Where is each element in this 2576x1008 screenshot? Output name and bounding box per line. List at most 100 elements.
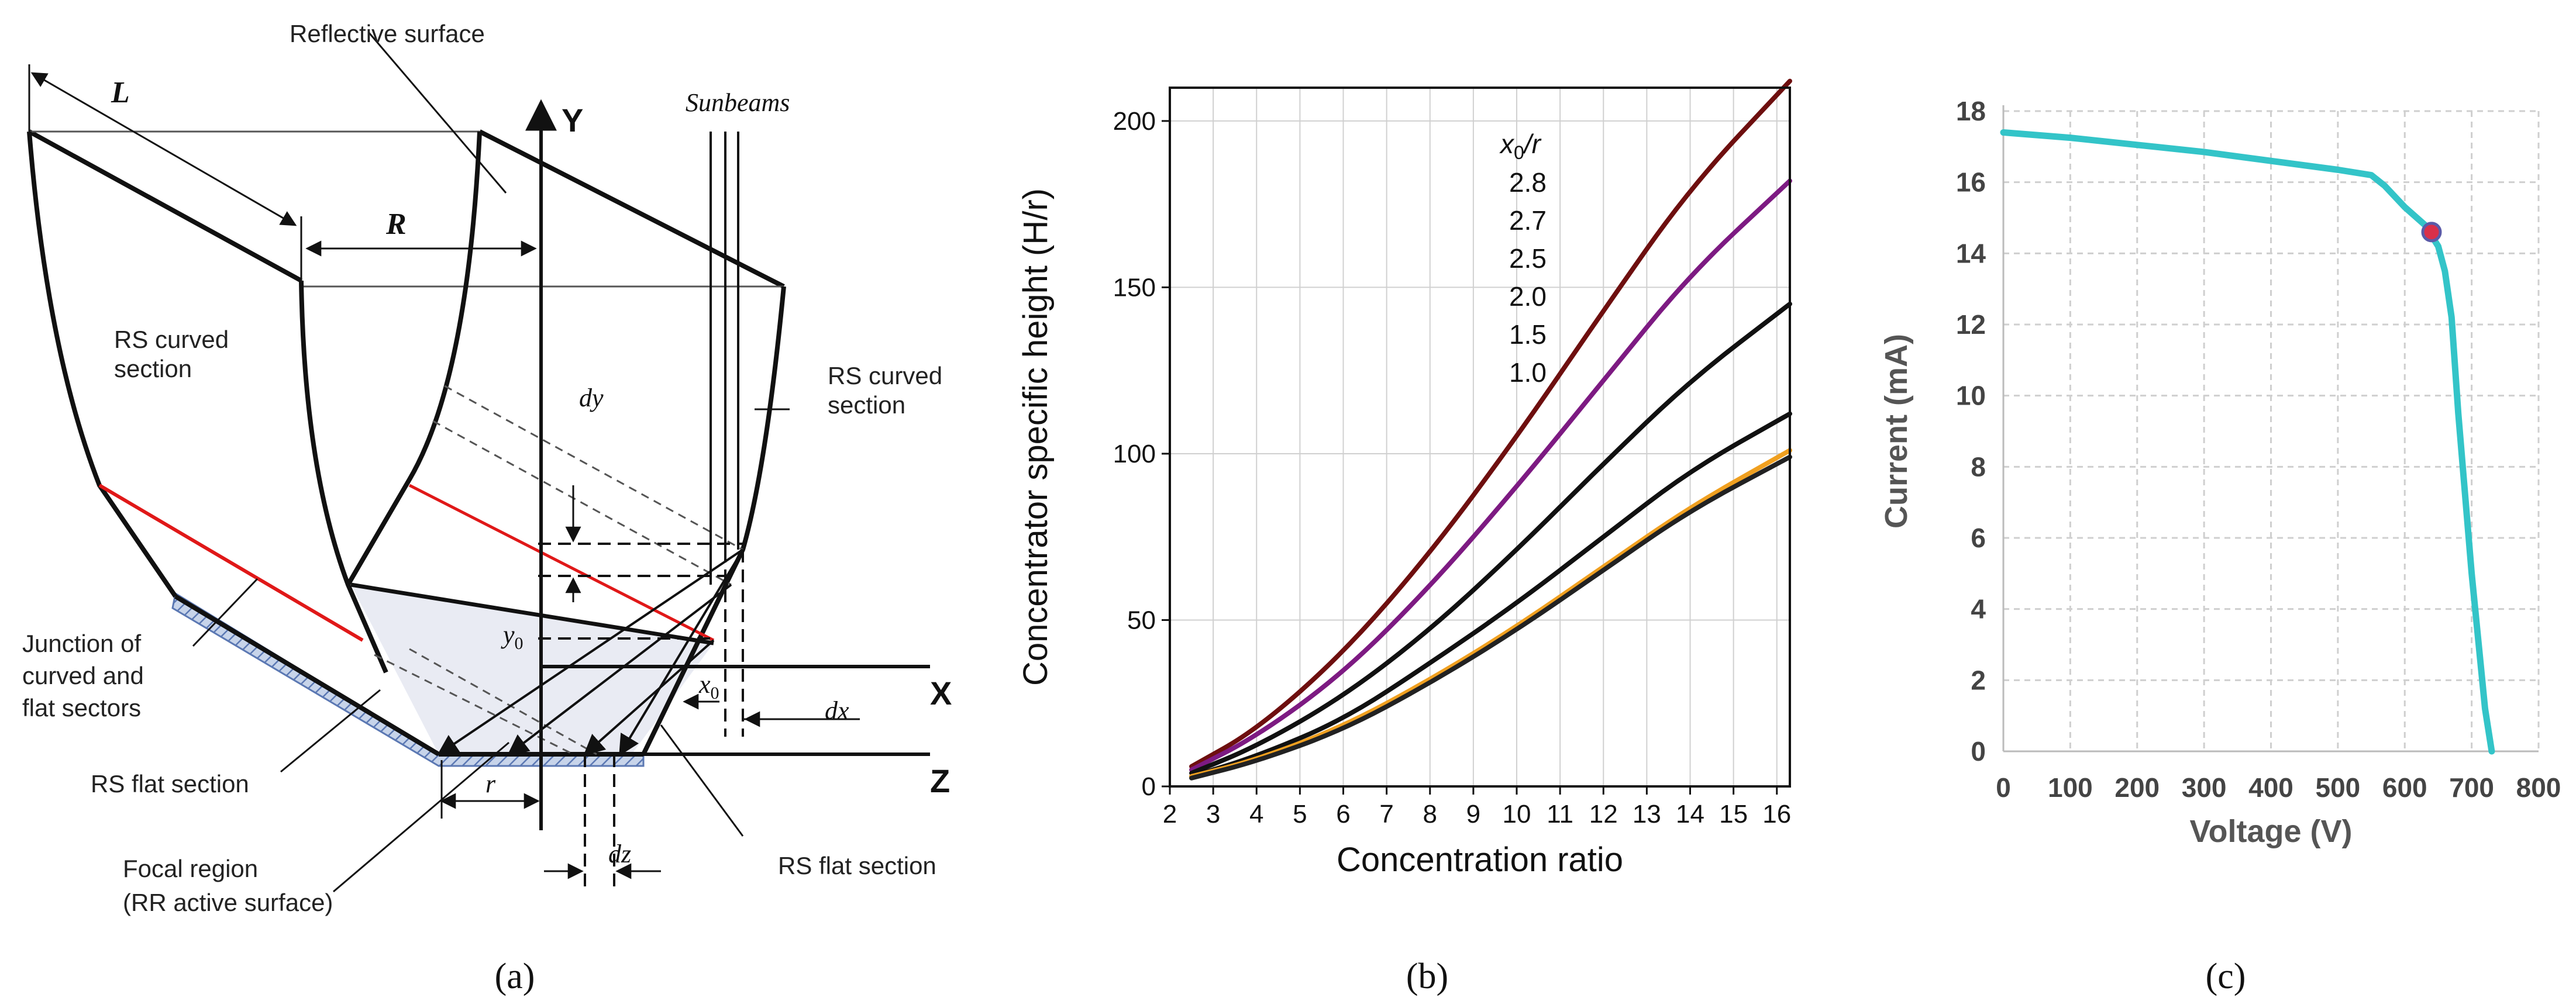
c-xtick-label-400: 400 (2248, 772, 2293, 803)
label-dy: dy (579, 384, 604, 412)
chart-c-axes (2002, 105, 2539, 752)
legend-entry-2.7: 2.7 (1509, 205, 1547, 236)
L-dimension-arrow (30, 72, 297, 226)
inner-flat-edge (350, 582, 714, 645)
b-series-line-2.7 (1189, 178, 1792, 772)
bottom-left-flat-edge (174, 594, 440, 757)
top-left-edge (28, 129, 302, 283)
legend-entry-1.5: 1.5 (1509, 319, 1547, 350)
c-max-power-point (2421, 222, 2442, 243)
b-xtick-label-6: 6 (1336, 800, 1350, 829)
c-xtick-label-0: 0 (1996, 772, 2011, 803)
b-ytick-label-150: 150 (1113, 273, 1156, 302)
legend-title: x0/r (1499, 129, 1542, 163)
panel-a-concentrator-diagram: Reflective surface RS curved section RS … (22, 20, 952, 996)
c-xtick-label-800: 800 (2516, 772, 2561, 803)
b-xtick-label-4: 4 (1249, 800, 1263, 829)
c-xtick-label-700: 700 (2449, 772, 2494, 803)
leader-lines (192, 32, 790, 893)
b-ytick-label-100: 100 (1113, 440, 1156, 468)
b-xtick-label-8: 8 (1423, 800, 1437, 829)
label-dx: dx (825, 696, 849, 725)
right-curved-profile (641, 286, 786, 755)
label-rs-curved-right-2: section (828, 391, 905, 419)
label-x0: x0 (698, 670, 719, 703)
b-xtick-label-3: 3 (1206, 800, 1220, 829)
c-ytick-label-14: 14 (1956, 238, 1986, 268)
reflected-rays (437, 548, 744, 757)
c-iv-curve (2000, 129, 2495, 755)
label-L: L (111, 76, 130, 109)
panel-c-iv-chart: 0 100 200 300 400 500 600 700 800 0 2 4 6 8 10 12 14 16 18… (1879, 96, 2561, 996)
label-rs-flat-right: RS flat section (778, 852, 936, 879)
red-junction-line-right (408, 484, 715, 642)
c-xtick-label-100: 100 (2048, 772, 2093, 803)
b-series-line-2.5 (1189, 301, 1792, 776)
label-dz: dz (608, 840, 631, 868)
chart-b-series (1189, 78, 1792, 781)
b-series-line-1.5 (1189, 448, 1792, 779)
red-junction-line-left (98, 484, 364, 642)
middle-curved-profile (346, 131, 482, 586)
chart-b-axes (1162, 87, 1791, 795)
label-rs-curved-left-1: RS curved (114, 326, 229, 353)
panel-b-height-chart: 2 3 4 5 6 7 8 9 10 11 12 13 14 15 16 0 50 100 150 200 Conce… (1017, 78, 1792, 996)
c-ytick-label-0: 0 (1971, 736, 1986, 767)
label-junction-2: curved and (22, 662, 144, 689)
b-xtick-label-16: 16 (1762, 800, 1791, 829)
left-inner-profile (299, 280, 388, 674)
chart-b-legend: x0/r 2.8 2.7 2.5 2.0 1.5 1.0 (1499, 129, 1547, 388)
panel-a-italic-labels: Sunbeams dy dx dz r y0 x0 (485, 88, 849, 868)
label-Y-axis: Y (562, 102, 583, 139)
b-series-line-2.8 (1189, 78, 1792, 769)
chart-b-y-axis-label: Concentrator specific height (H/r) (1017, 188, 1055, 686)
chart-b-x-axis-label: Concentration ratio (1337, 841, 1623, 879)
c-ytick-label-6: 6 (1971, 523, 1986, 553)
b-xtick-label-15: 15 (1719, 800, 1748, 829)
c-ytick-label-18: 18 (1956, 96, 1986, 126)
label-X-axis: X (930, 675, 952, 712)
legend-entry-1.0: 1.0 (1509, 357, 1547, 388)
c-xtick-label-200: 200 (2114, 772, 2160, 803)
panel-a-dimension-labels: L R (111, 76, 407, 241)
caption-b: (b) (1406, 957, 1448, 996)
label-focal-2: (RR active surface) (123, 889, 333, 916)
flat-section-fill (351, 585, 714, 754)
b-ytick-label-50: 50 (1127, 606, 1156, 634)
c-xtick-label-600: 600 (2382, 772, 2427, 803)
c-ytick-label-8: 8 (1971, 451, 1986, 482)
b-series-line-1.0 (1189, 454, 1792, 781)
c-ytick-label-12: 12 (1956, 309, 1986, 340)
label-rs-flat-left: RS flat section (91, 770, 249, 798)
label-r: r (485, 769, 496, 798)
b-xtick-label-10: 10 (1503, 800, 1531, 829)
legend-entry-2.8: 2.8 (1509, 167, 1547, 198)
top-right-edge (478, 129, 785, 289)
chart-b-tick-labels: 2 3 4 5 6 7 8 9 10 11 12 13 14 15 16 0 50 100 150 200 (1113, 107, 1792, 829)
c-ytick-label-10: 10 (1956, 381, 1986, 411)
b-xtick-label-9: 9 (1466, 800, 1480, 829)
chart-c-x-axis-label: Voltage (V) (2189, 814, 2352, 849)
label-rs-curved-right-1: RS curved (828, 362, 942, 389)
b-xtick-label-7: 7 (1379, 800, 1393, 829)
legend-entry-2.0: 2.0 (1509, 281, 1547, 312)
b-ytick-label-200: 200 (1113, 107, 1156, 136)
panel-a-labels: Reflective surface RS curved section RS … (22, 20, 942, 916)
b-xtick-label-14: 14 (1676, 800, 1704, 829)
b-plot-frame (1169, 87, 1791, 788)
c-ytick-label-2: 2 (1971, 665, 1986, 695)
b-xtick-label-12: 12 (1589, 800, 1618, 829)
b-xtick-label-5: 5 (1293, 800, 1307, 829)
c-xtick-label-500: 500 (2316, 772, 2361, 803)
c-ytick-label-4: 4 (1971, 594, 1986, 624)
label-reflective-surface: Reflective surface (290, 20, 485, 47)
c-xtick-label-300: 300 (2182, 772, 2227, 803)
b-xtick-label-13: 13 (1633, 800, 1661, 829)
b-series-line-2.0 (1189, 411, 1792, 779)
chart-b-grid (1169, 88, 1790, 787)
label-sunbeams: Sunbeams (686, 88, 790, 117)
label-junction-3: flat sectors (22, 694, 141, 722)
label-y0: y0 (501, 620, 524, 653)
b-ytick-label-0: 0 (1142, 772, 1156, 801)
